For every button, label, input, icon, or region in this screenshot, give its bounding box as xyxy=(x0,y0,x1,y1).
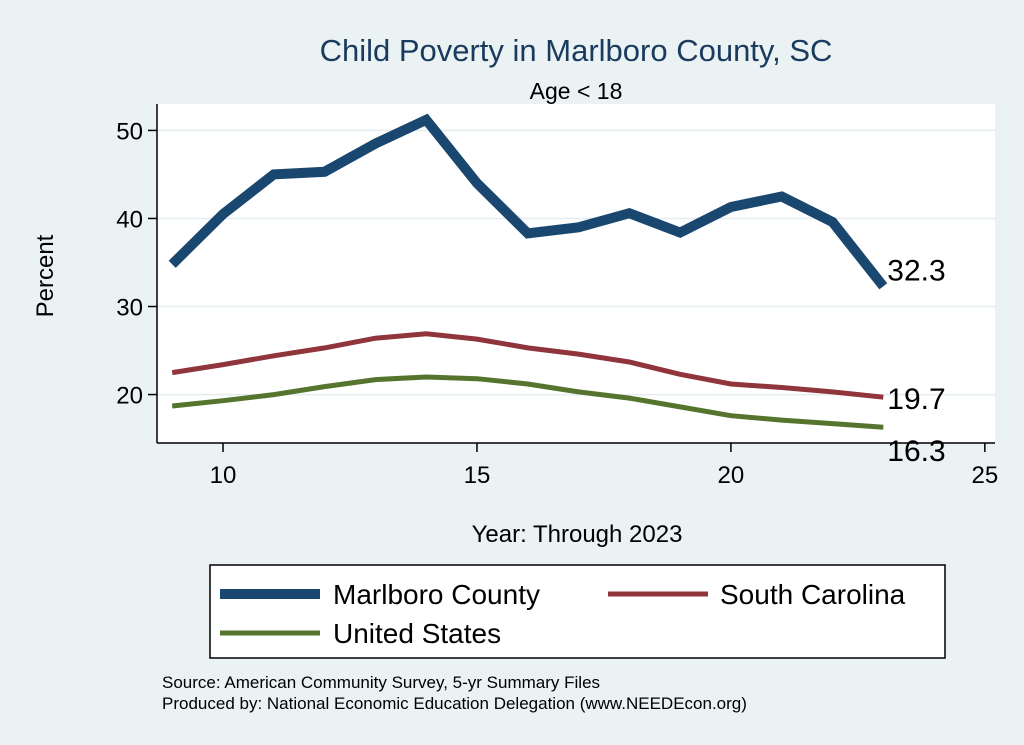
legend: Marlboro County South Carolina United Stat… xyxy=(220,579,906,649)
legend-label-united-states: United States xyxy=(333,618,501,649)
legend-box xyxy=(209,564,946,659)
source-note: Source: American Community Survey, 5-yr … xyxy=(162,673,600,692)
end-labels: 32.3 19.7 16.3 xyxy=(887,254,945,468)
end-label-south-carolina: 19.7 xyxy=(887,383,945,416)
series-line-marlboro-county xyxy=(168,113,888,290)
x-axis-label: Year: Through 2023 xyxy=(472,521,683,548)
x-tick-label: 25 xyxy=(971,462,998,489)
legend-label-south-carolina: South Carolina xyxy=(720,579,906,610)
series-line-united-states xyxy=(171,374,884,430)
y-tick-label: 20 xyxy=(116,383,143,410)
series-lines xyxy=(168,113,888,430)
chart-subtitle: Age < 18 xyxy=(530,78,623,104)
y-axis-ticks: 20 30 40 50 xyxy=(116,118,157,410)
legend-label-marlboro-county: Marlboro County xyxy=(333,579,540,610)
x-axis-ticks: 10 15 20 25 xyxy=(210,443,998,489)
y-tick-label: 30 xyxy=(116,295,143,322)
x-tick-label: 10 xyxy=(210,462,237,489)
y-axis-label: Percent xyxy=(32,234,59,317)
x-tick-label: 20 xyxy=(718,462,745,489)
series-line-south-carolina xyxy=(171,331,884,400)
producer-note: Produced by: National Economic Education… xyxy=(162,694,747,713)
end-label-united-states: 16.3 xyxy=(887,435,945,468)
chart-title: Child Poverty in Marlboro County, SC xyxy=(320,33,833,68)
end-label-marlboro-county: 32.3 xyxy=(887,254,945,287)
y-tick-label: 50 xyxy=(116,118,143,145)
y-tick-label: 40 xyxy=(116,206,143,233)
plot-area xyxy=(157,104,995,443)
x-tick-label: 15 xyxy=(464,462,491,489)
